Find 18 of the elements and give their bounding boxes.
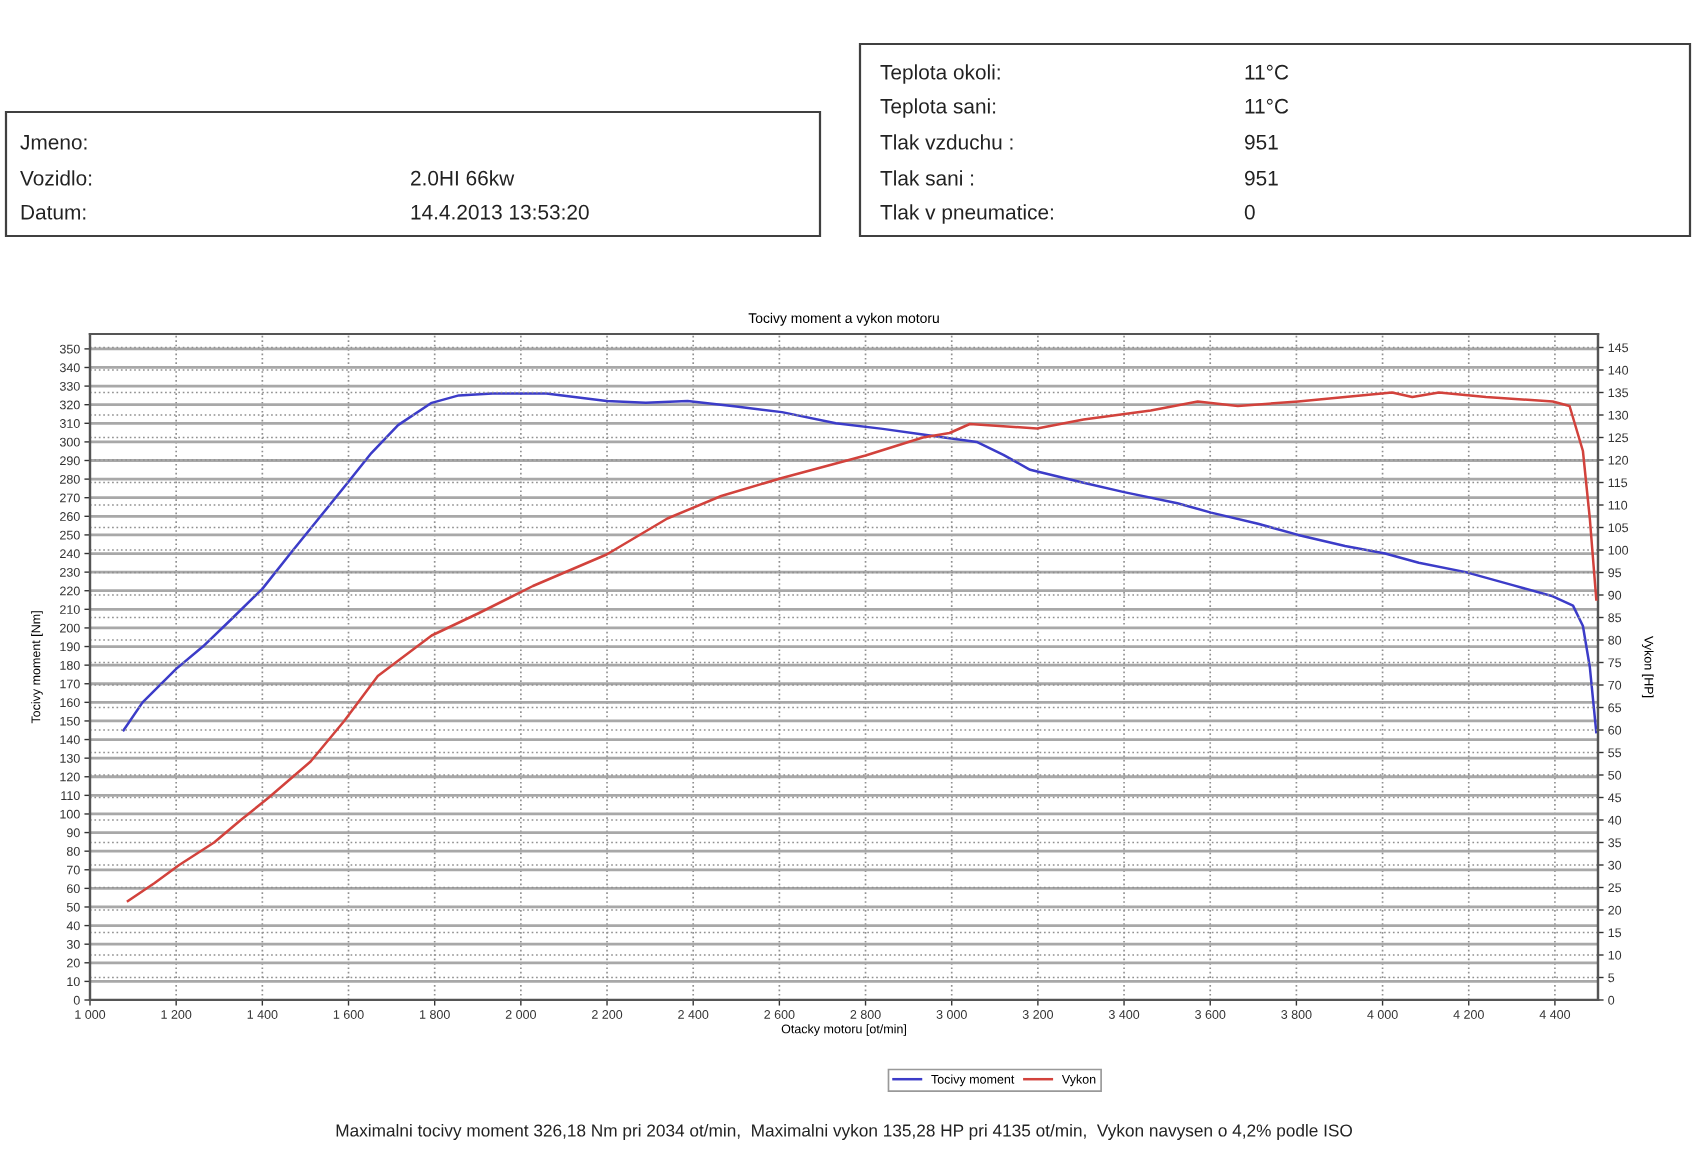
text: Teplota sani: [880,98,996,118]
text: Vozidlo: [20,170,92,186]
text: Tlak sani : [880,170,974,186]
text: 2.0HI 66kw [411,170,515,186]
text: 951 [1244,170,1278,186]
text: Jmeno: [20,135,87,150]
text: Maximalni tocivy moment 326,18 Nm pri 2034 ot/min, Maximalni vykon 135,28 HP pri 4135 ot/min, Vykon navysen o 4,2% podle ISO [336,1123,1352,1141]
text: 11°C [1245,64,1289,80]
text: Tlak v pneumatice: [880,204,1053,224]
text: Tlak vzduchu : [880,134,1013,150]
text: Datum: [21,205,86,220]
line-series [122,392,1598,734]
text: 11°C [1245,98,1289,114]
text: 0 [1244,204,1255,220]
text: 951 [1244,134,1278,150]
text: Teplota okoli: [880,64,1000,84]
text: 14.4.2013 13:53:20 [411,204,589,220]
line-series [126,391,1598,903]
